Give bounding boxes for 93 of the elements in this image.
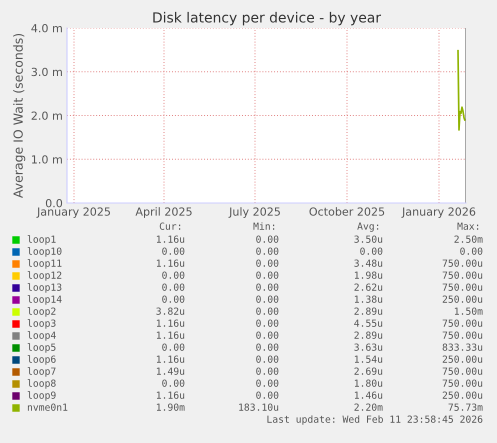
text: 3.82u (156, 307, 184, 315)
x-tick-label: January 2026 (401, 207, 476, 218)
text: 2.20m (354, 403, 383, 411)
text: 750.00u (442, 259, 482, 267)
legend-label: loop4 (28, 331, 56, 341)
text: 1.90m (156, 403, 185, 411)
text: 1.49u (156, 367, 184, 375)
text: 0.00 (256, 367, 278, 375)
legend-label: loop1 (28, 235, 56, 245)
legend-label: loop13 (28, 283, 62, 293)
text: 3.50u (354, 235, 382, 243)
text: 1.16u (156, 391, 184, 399)
legend-label: loop10 (28, 247, 62, 257)
legend-label: loop12 (28, 271, 62, 281)
text: 0.00 (162, 343, 184, 351)
x-tick-label: April 2025 (135, 207, 192, 218)
text: 2.89u (354, 307, 382, 315)
legend-label: loop7 (28, 367, 56, 377)
line-series (457, 49, 466, 131)
text: 750.00u (442, 283, 482, 291)
text: 750.00u (442, 331, 482, 339)
text: 0.00 (162, 247, 184, 255)
text: 2.69u (354, 367, 382, 375)
y-tick-label: 1.0 m (32, 155, 62, 164)
text: Avg: (357, 222, 378, 232)
text: 4.55u (354, 320, 382, 327)
text: 1.46u (354, 391, 382, 399)
text: 750.00u (442, 319, 482, 327)
text: 833.33u (442, 343, 482, 351)
legend-label: loop14 (28, 295, 62, 305)
text: 0.00 (256, 259, 278, 267)
text: 750.00u (442, 271, 482, 279)
legend-label: loop11 (28, 259, 62, 269)
text: 0.00 (256, 319, 278, 327)
legend-label: loop6 (28, 355, 56, 365)
text: 0.00 (256, 271, 278, 279)
text: 1.80u (354, 379, 382, 387)
y-axis-title: Average IO Wait (seconds) (13, 34, 26, 198)
text: Min: (254, 222, 274, 230)
x-tick-label: January 2025 (36, 207, 110, 218)
text: 0.00 (162, 379, 184, 387)
y-tick-label: 2.0 m (32, 111, 62, 120)
legend-label: loop9 (28, 391, 56, 401)
text: 3.63u (354, 343, 382, 351)
text: 0.00 (360, 247, 382, 255)
text: 1.98u (354, 271, 382, 279)
text: Cur: (160, 222, 180, 230)
text: 0.00 (162, 271, 184, 279)
text: 0.00 (256, 331, 278, 339)
text: 0.00 (256, 295, 278, 303)
text: 1.16u (156, 259, 184, 267)
text: 250.00u (442, 391, 482, 399)
text: 0.00 (162, 295, 184, 303)
text: 250.00u (442, 355, 482, 363)
text: 1.38u (354, 295, 382, 303)
y-tick-label: 3.0 m (32, 68, 62, 76)
text: 183.10u (239, 403, 278, 411)
text: 250.00u (442, 295, 482, 303)
text: 0.00 (256, 391, 278, 399)
legend-label: nvme0n1 (28, 403, 68, 411)
text: 1.16u (156, 331, 184, 339)
y-tick-label: 4.0 m (31, 24, 62, 32)
text: 2.62u (354, 283, 382, 291)
legend-label: loop8 (28, 379, 56, 389)
text: Last update: Wed Feb 11 23:58:45 2026 (267, 415, 482, 425)
text: 0.00 (256, 283, 278, 291)
text: 3.48u (354, 259, 382, 267)
text: 750.00u (442, 379, 482, 387)
text: 0.00 (460, 247, 482, 255)
x-tick-label: July 2025 (228, 207, 280, 218)
chart-title: Disk latency per device - by year (153, 12, 382, 26)
x-tick-label: October 2025 (309, 207, 384, 216)
text: 0.00 (256, 307, 278, 315)
text: Max: (458, 222, 478, 230)
text: 2.50m (454, 235, 483, 243)
text: 1.16u (156, 319, 184, 327)
legend-label: loop5 (28, 343, 56, 353)
text: 0.00 (256, 247, 278, 255)
text: 75.73m (448, 403, 483, 411)
text: 0.00 (256, 355, 278, 363)
text: 2.89u (354, 331, 382, 339)
text: 1.50m (454, 307, 483, 315)
text: 0.00 (256, 235, 278, 243)
legend-label: loop2 (28, 307, 56, 317)
text: 0.00 (162, 283, 184, 291)
text: 0.00 (256, 343, 278, 351)
text: 0.00 (256, 379, 278, 387)
text: 1.54u (354, 356, 382, 363)
y-tick-label: 0.0 (46, 198, 62, 208)
text: 750.00u (442, 367, 482, 375)
text: 1.16u (156, 235, 184, 243)
legend-label: loop3 (28, 319, 56, 329)
text: 1.16u (156, 355, 184, 363)
